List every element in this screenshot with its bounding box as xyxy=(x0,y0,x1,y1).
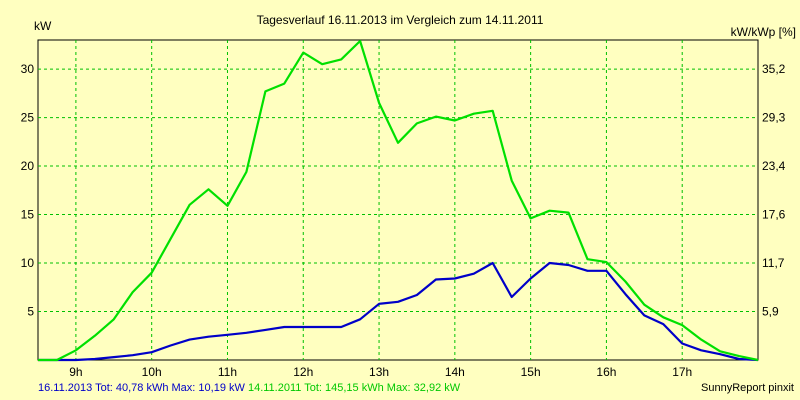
y-right-tick-label: 11,7 xyxy=(762,256,785,270)
series1-stats: 16.11.2013 Tot: 40,78 kWh Max: 10,19 kW xyxy=(38,382,245,394)
y-left-tick-label: 25 xyxy=(21,111,35,125)
series2-stats: 14.11.2011 Tot: 145,15 kWh Max: 32,92 kW xyxy=(247,382,461,394)
chart-title: Tagesverlauf 16.11.2013 im Vergleich zum… xyxy=(257,13,544,27)
axis-labels: 9h 10h 11h 12h 13h 14h 15h 16h 17h 5 10 15 20 25 30 5,9… xyxy=(21,62,786,379)
footer-stats: 16.11.2013 Tot: 40,78 kWh Max: 10,19 kW … xyxy=(38,382,460,394)
y-left-tick-label: 30 xyxy=(21,62,35,76)
y-axis-left-label: kW xyxy=(34,19,52,33)
x-tick-label: 17h xyxy=(672,365,692,379)
x-tick-label: 12h xyxy=(293,365,313,379)
series-lines xyxy=(38,39,759,362)
x-tick-label: 16h xyxy=(596,365,616,379)
x-tick-label: 13h xyxy=(369,365,389,379)
y-left-tick-label: 10 xyxy=(21,256,35,270)
grid xyxy=(38,40,758,360)
y-right-tick-label: 29,3 xyxy=(762,111,786,125)
x-tick-label: 11h xyxy=(218,365,237,379)
y-left-tick-label: 15 xyxy=(21,208,35,222)
y-right-tick-label: 35,2 xyxy=(762,62,786,76)
series-line-1 xyxy=(38,261,759,362)
series-line-2 xyxy=(38,39,759,362)
y-axis-right-label: kW/kWp [%] xyxy=(731,25,796,39)
credit-text: SunnyReport pinxit xyxy=(701,382,794,394)
y-left-tick-label: 20 xyxy=(21,159,35,173)
x-tick-label: 9h xyxy=(69,365,82,379)
y-right-tick-label: 5,9 xyxy=(762,305,779,319)
y-right-tick-label: 17,6 xyxy=(762,208,786,222)
x-tick-label: 10h xyxy=(142,365,162,379)
y-left-tick-label: 5 xyxy=(27,305,34,319)
x-tick-label: 14h xyxy=(445,365,465,379)
y-right-tick-label: 23,4 xyxy=(762,159,786,173)
x-tick-label: 15h xyxy=(521,365,541,379)
